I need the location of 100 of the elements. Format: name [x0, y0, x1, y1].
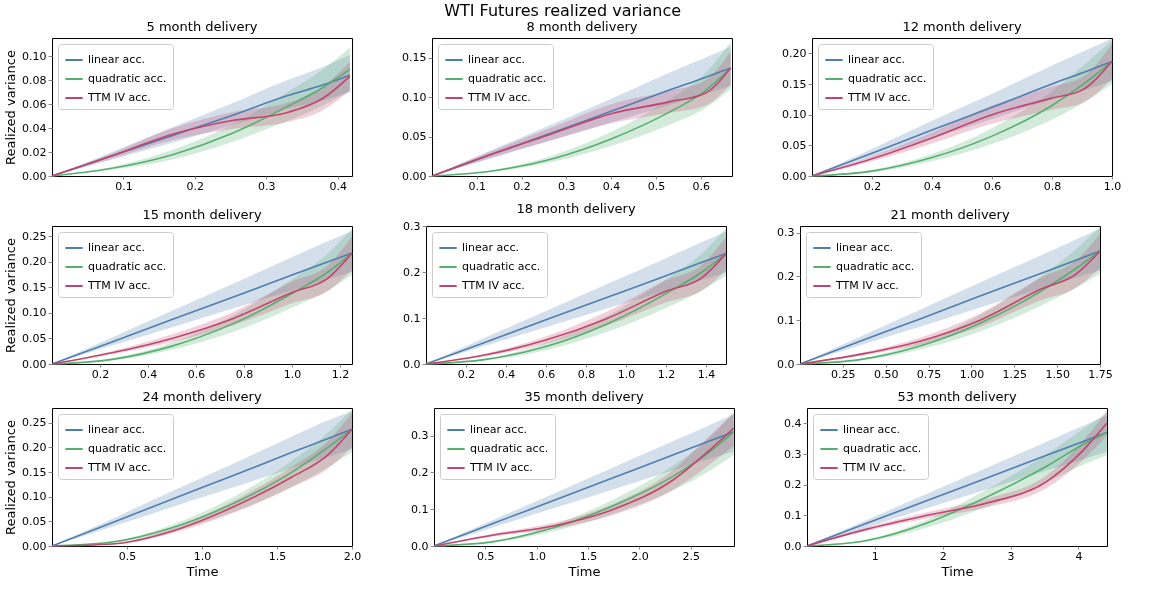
legend-label: quadratic acc.	[88, 72, 167, 85]
y-tick-label: 0.0	[411, 539, 429, 553]
y-tick-label: 0.06	[22, 97, 47, 111]
y-tick-label: 0.1	[403, 311, 421, 325]
y-tick-label: 0.08	[22, 73, 47, 87]
x-tick-label: 2.0	[343, 549, 362, 563]
legend-label: quadratic acc.	[88, 442, 167, 455]
x-axis-title: Time	[185, 563, 219, 579]
x-tick-label: 0.2	[863, 179, 882, 193]
y-tick-label: 0.3	[784, 447, 802, 461]
y-tick-label: 0.20	[782, 46, 807, 60]
legend-label: quadratic acc.	[843, 442, 922, 455]
legend-label: quadratic acc.	[468, 72, 547, 85]
y-tick-label: 0.05	[22, 331, 47, 345]
x-tick-label: 0.6	[692, 179, 710, 193]
y-tick-label: 0.00	[782, 169, 807, 183]
x-tick-label: 1.2	[657, 367, 676, 381]
x-tick-label: 4	[1075, 549, 1083, 563]
legend-label: TTM IV acc.	[461, 279, 525, 292]
y-tick-label: 0.10	[782, 108, 807, 122]
y-tick-label: 0.15	[22, 280, 47, 294]
legend-label: linear acc.	[88, 241, 145, 254]
y-tick-label: 0.2	[403, 265, 421, 279]
y-tick-label: 0.0	[403, 357, 421, 371]
y-tick-label: 0.00	[22, 539, 47, 553]
legend-label: linear acc.	[88, 53, 145, 66]
y-tick-label: 0.15	[782, 77, 807, 91]
y-axis-title: Realized variance	[3, 420, 19, 535]
chart-title: 12 month delivery	[902, 19, 1022, 34]
y-tick-label: 0.25	[22, 229, 47, 243]
y-tick-label: 0.2	[411, 465, 429, 479]
legend-label: TTM IV acc.	[467, 91, 531, 104]
x-tick-label: 1.0	[1103, 179, 1122, 193]
y-tick-label: 0.1	[777, 313, 795, 327]
x-tick-label: 0.6	[537, 367, 556, 381]
x-tick-label: 0.2	[91, 367, 110, 381]
legend-label: TTM IV acc.	[87, 461, 151, 474]
legend-label: quadratic acc.	[836, 260, 915, 273]
x-tick-label: 0.3	[558, 179, 576, 193]
legend-label: TTM IV acc.	[87, 279, 151, 292]
chart-title: 15 month delivery	[142, 207, 262, 222]
x-tick-label: 0.5	[477, 549, 495, 563]
legend-label: linear acc.	[462, 241, 519, 254]
chart-title: 24 month delivery	[142, 389, 262, 404]
x-tick-label: 0.8	[235, 367, 254, 381]
legend-label: linear acc.	[836, 241, 893, 254]
y-tick-label: 0.1	[411, 502, 429, 516]
x-tick-label: 0.8	[577, 367, 596, 381]
y-tick-label: 0.05	[22, 514, 47, 528]
y-tick-label: 0.3	[777, 226, 795, 240]
x-tick-label: 2.5	[682, 549, 701, 563]
y-tick-label: 0.25	[22, 416, 47, 430]
x-tick-label: 0.75	[916, 367, 942, 381]
y-tick-label: 0.20	[22, 440, 47, 454]
y-tick-label: 0.00	[22, 357, 47, 371]
y-tick-label: 0.15	[402, 51, 427, 65]
x-axis-title: Time	[940, 563, 974, 579]
y-tick-label: 0.15	[22, 465, 47, 479]
x-tick-label: 1.4	[697, 367, 716, 381]
legend-label: quadratic acc.	[470, 442, 549, 455]
chart-title: 35 month delivery	[524, 389, 644, 404]
chart-title: 18 month delivery	[516, 201, 636, 216]
chart-title: 21 month delivery	[890, 207, 1010, 222]
x-tick-label: 1.2	[331, 367, 350, 381]
y-tick-label: 0.2	[777, 269, 795, 283]
y-tick-label: 0.3	[411, 429, 429, 443]
x-tick-label: 1.0	[617, 367, 636, 381]
y-tick-label: 0.04	[22, 121, 47, 135]
x-tick-label: 1.25	[1002, 367, 1028, 381]
x-tick-label: 1.0	[193, 549, 212, 563]
chart-title: 8 month delivery	[526, 19, 638, 34]
y-tick-label: 0.1	[784, 508, 802, 522]
y-tick-label: 0.2	[784, 478, 802, 492]
y-tick-label: 0.02	[22, 145, 47, 159]
legend-label: quadratic acc.	[848, 72, 927, 85]
y-tick-label: 0.4	[784, 416, 802, 430]
x-tick-label: 0.4	[602, 179, 621, 193]
x-tick-label: 0.5	[647, 179, 666, 193]
x-tick-label: 0.3	[258, 179, 276, 193]
x-tick-label: 1	[871, 549, 879, 563]
x-tick-label: 1.0	[283, 367, 302, 381]
x-tick-label: 1.75	[1088, 367, 1113, 381]
y-tick-label: 0.05	[782, 138, 807, 152]
legend-label: TTM IV acc.	[842, 461, 906, 474]
y-axis-title: Realized variance	[3, 50, 19, 165]
x-tick-label: 0.2	[457, 367, 476, 381]
x-tick-label: 0.5	[118, 549, 137, 563]
x-tick-label: 0.1	[468, 179, 487, 193]
y-tick-label: 0.10	[22, 306, 47, 320]
x-tick-label: 0.4	[497, 367, 516, 381]
x-tick-label: 0.4	[139, 367, 158, 381]
legend-label: TTM IV acc.	[835, 279, 899, 292]
y-tick-label: 0.10	[22, 49, 47, 63]
legend-label: linear acc.	[88, 423, 145, 436]
x-tick-label: 0.6	[187, 367, 206, 381]
x-tick-label: 0.2	[513, 179, 531, 193]
legend-label: TTM IV acc.	[87, 91, 151, 104]
y-tick-label: 0.20	[22, 255, 47, 269]
chart-title: 5 month delivery	[146, 19, 258, 34]
x-axis-title: Time	[567, 563, 601, 579]
